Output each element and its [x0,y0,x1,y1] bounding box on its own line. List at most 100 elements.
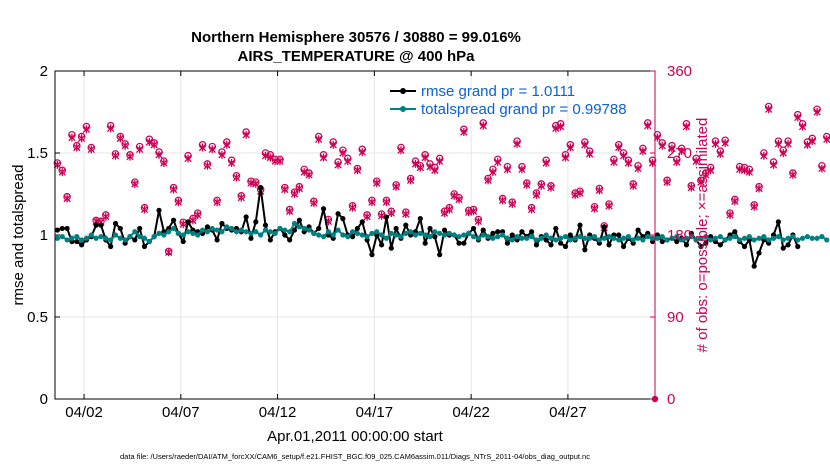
totalspread-point [790,234,796,240]
totalspread-point [98,234,104,240]
totalspread-point [824,237,830,243]
y-axis-left-label: rmse and totalspread [10,165,27,306]
totalspread-point [548,235,554,241]
totalspread-point [127,234,133,240]
obs-assimilated-marker [682,122,691,131]
obs-assimilated-marker [760,151,768,160]
totalspread-point [354,230,361,236]
totalspread-point [659,234,665,240]
rmse-point [185,219,191,225]
totalspread-point [238,227,244,233]
obs-assimilated-marker [440,209,449,218]
totalspread-point [567,237,573,243]
totalspread-point [712,235,719,241]
obs-assimilated-marker [784,139,792,148]
y-left-tick-label: 1.5 [27,145,48,162]
totalspread-point [533,237,540,243]
rmse-point [320,206,327,212]
totalspread-point [766,237,772,243]
totalspread-point [746,234,752,240]
obs-assimilated-marker [615,143,623,152]
obs-assimilated-marker [184,154,192,163]
obs-assimilated-marker [358,148,366,157]
rmse-point [582,247,588,253]
obs-assimilated-marker [387,209,395,218]
obs-assimilated-marker [295,184,304,193]
legend-rmse-marker [400,88,406,94]
obs-assimilated-marker [281,185,289,194]
totalspread-point [117,235,123,241]
totalspread-point [664,237,670,243]
totalspread-point [572,235,578,241]
x-tick-label: 04/22 [452,404,490,421]
totalspread-point [219,229,225,235]
obs-assimilated-marker [82,125,91,134]
obs-assimilated-marker [619,151,628,160]
totalspread-point [316,232,322,238]
obs-assimilated-marker [503,165,512,174]
obs-assimilated-marker [131,179,139,188]
rmse-point [659,238,665,245]
obs-assimilated-marker [610,158,618,167]
obs-assimilated-marker [542,159,550,168]
rmse-point [553,225,559,232]
y-axis-right-label: # of obs: o=possible; ×=assimilated [694,118,711,353]
obs-assimilated-marker [798,122,807,131]
obs-assimilated-marker [513,139,521,148]
y-left-tick-label: 0.5 [27,309,48,326]
obs-assimilated-marker [576,189,584,198]
totalspread-point [538,235,544,241]
x-tick-label: 04/02 [65,404,103,421]
totalspread-point [775,234,781,240]
rmse-point [422,240,428,246]
totalspread-point [112,232,119,238]
totalspread-point [466,230,472,236]
rmse-point [567,232,573,238]
rmse-point [548,242,554,248]
obs-assimilated-marker [353,166,362,175]
obs-assimilated-marker [165,248,173,257]
rmse-point [717,242,723,248]
rmse-point [635,227,641,233]
obs-assimilated-marker [450,191,458,200]
obs-assimilated-marker [629,181,637,190]
obs-assimilated-marker [644,121,652,130]
rmse-point [316,225,322,232]
rmse-point [340,216,346,222]
totalspread-point [770,235,777,241]
totalspread-point [88,232,94,238]
totalspread-point [296,224,302,230]
obs-assimilated-marker [552,124,560,133]
totalspread-point [504,235,511,241]
totalspread-point [480,232,486,238]
totalspread-point [751,237,757,243]
rmse-point [74,238,80,245]
totalspread-point [456,234,462,240]
obs-assimilated-marker [731,197,739,206]
obs-assimilated-marker [571,190,579,199]
totalspread-point [74,234,80,240]
totalspread-point [529,234,535,240]
totalspread-point [553,237,559,243]
rmse-point [354,225,361,232]
rmse-point [267,237,273,243]
rmse-point [785,242,791,248]
obs-assimilated-marker [518,165,526,174]
obs-assimilated-marker [329,140,337,149]
legend-totalspread-label: totalspread grand pr = 0.99788 [421,101,627,118]
y-right-tick-label: 270 [667,145,692,162]
rmse-point [214,237,220,243]
obs-assimilated-marker [348,203,357,212]
totalspread-point [446,230,452,236]
obs-assimilated-marker [194,210,202,219]
obs-assimilated-marker [402,210,410,219]
obs-assimilated-marker [203,161,212,170]
obs-assimilated-marker [706,166,715,175]
obs-assimilated-marker [363,212,371,221]
x-tick-label: 04/12 [259,404,297,421]
obs-assimilated-marker [68,133,76,142]
obs-assimilated-marker [818,164,826,173]
chart-title-line1: Northern Hemisphere 30576 / 30880 = 99.0… [191,29,521,46]
totalspread-point [204,229,211,235]
obs-assimilated-marker [523,180,531,189]
